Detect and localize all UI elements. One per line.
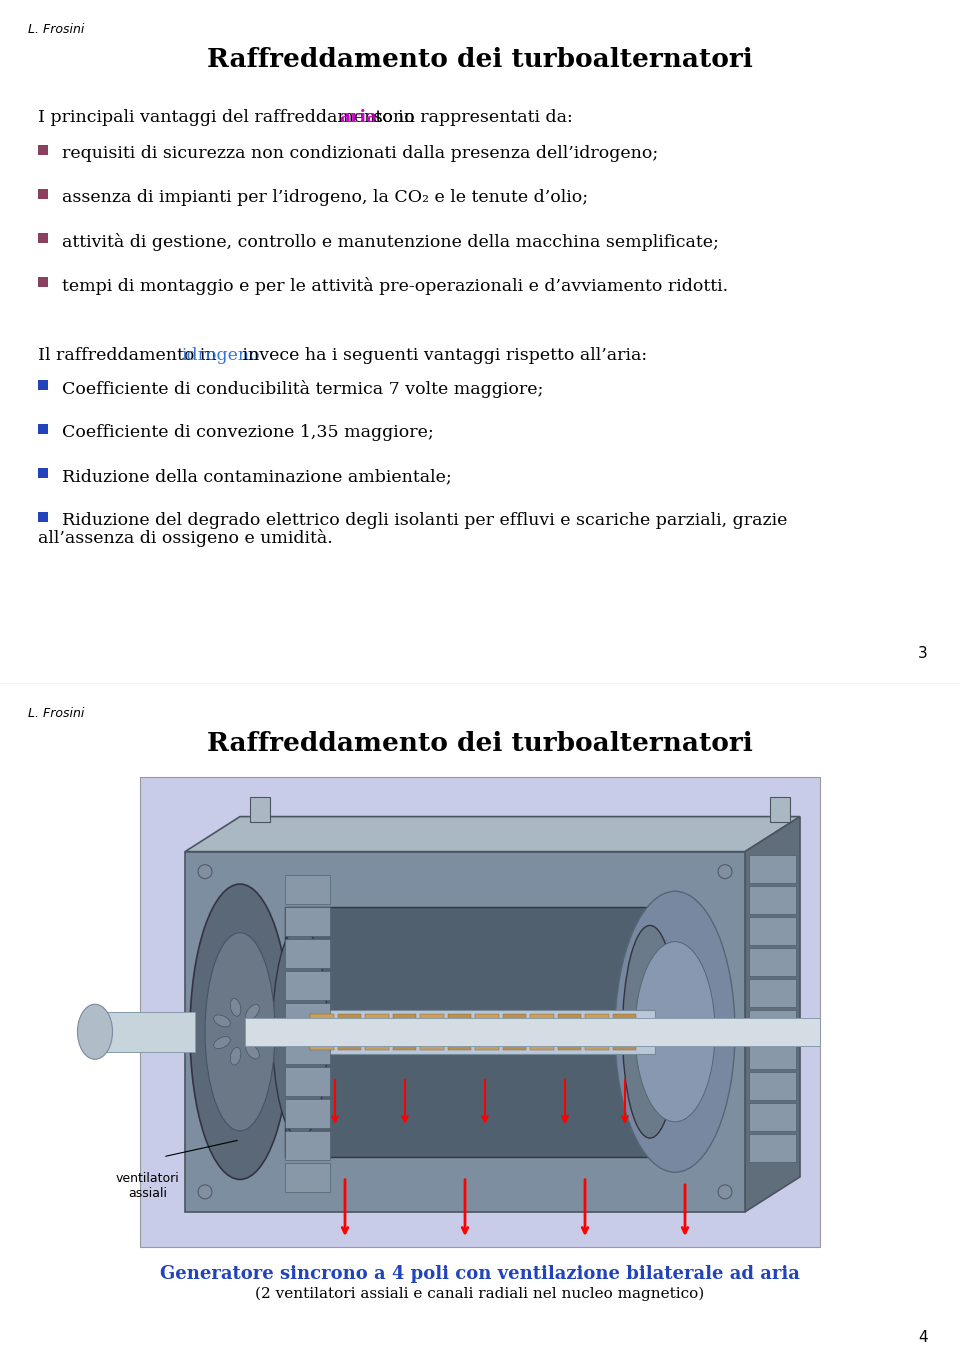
Text: all’assenza di ossigeno e umidità.: all’assenza di ossigeno e umidità. [38, 529, 333, 547]
Bar [285, 939, 330, 968]
FancyBboxPatch shape [38, 278, 48, 287]
Ellipse shape [78, 1005, 112, 1059]
Ellipse shape [213, 1036, 230, 1048]
Ellipse shape [246, 1043, 259, 1059]
Text: Generatore sincrono a 4 poli con ventilazione bilaterale ad aria: Generatore sincrono a 4 poli con ventila… [160, 1264, 800, 1282]
Bar [285, 875, 330, 904]
Bar [447, 1014, 471, 1050]
Text: L. Frosini: L. Frosini [28, 707, 84, 719]
Ellipse shape [246, 1005, 259, 1020]
Text: Coefficiente di convezione 1,35 maggiore;: Coefficiente di convezione 1,35 maggiore… [62, 424, 434, 442]
Bar [749, 886, 796, 913]
Bar [502, 1014, 526, 1050]
Text: requisiti di sicurezza non condizionati dalla presenza dell’idrogeno;: requisiti di sicurezza non condizionati … [62, 145, 659, 163]
Bar [749, 947, 796, 976]
Text: sono rappresentati da:: sono rappresentati da: [369, 109, 573, 126]
Bar [95, 1012, 195, 1051]
Text: assenza di impianti per l’idrogeno, la CO₂ e le tenute d’olio;: assenza di impianti per l’idrogeno, la C… [62, 189, 588, 206]
Bar [749, 1010, 796, 1038]
Bar [285, 1066, 330, 1096]
Bar [420, 1014, 444, 1050]
FancyBboxPatch shape [38, 469, 48, 478]
Bar [285, 1163, 330, 1192]
Bar [285, 906, 665, 1156]
Bar [285, 1099, 330, 1128]
Ellipse shape [213, 1014, 230, 1027]
FancyBboxPatch shape [38, 145, 48, 154]
Bar [585, 1014, 609, 1050]
FancyBboxPatch shape [38, 424, 48, 435]
Bar [310, 1014, 333, 1050]
Text: Il raffreddamento in: Il raffreddamento in [38, 347, 222, 364]
Ellipse shape [205, 932, 275, 1131]
Ellipse shape [635, 942, 715, 1122]
Ellipse shape [198, 1185, 212, 1199]
Ellipse shape [190, 884, 290, 1180]
Bar [612, 1014, 636, 1050]
Bar [285, 1003, 330, 1032]
Bar [285, 1035, 330, 1064]
Bar [185, 852, 745, 1213]
Ellipse shape [230, 1047, 241, 1065]
Bar [749, 979, 796, 1006]
Text: (2 ventilatori assiali e canali radiali nel nucleo magnetico): (2 ventilatori assiali e canali radiali … [255, 1286, 705, 1301]
Bar [250, 797, 270, 822]
Bar [285, 971, 330, 999]
Bar [530, 1014, 554, 1050]
Text: attività di gestione, controllo e manutenzione della macchina semplificate;: attività di gestione, controllo e manute… [62, 234, 719, 252]
Ellipse shape [622, 925, 678, 1139]
FancyBboxPatch shape [38, 380, 48, 391]
Bar [749, 1133, 796, 1162]
FancyBboxPatch shape [38, 234, 48, 243]
Text: ventilatori
assiali: ventilatori assiali [116, 1172, 180, 1200]
Bar [770, 797, 790, 822]
Ellipse shape [615, 891, 735, 1173]
Bar [749, 917, 796, 945]
Ellipse shape [251, 1027, 269, 1036]
Ellipse shape [230, 998, 241, 1016]
Ellipse shape [273, 925, 327, 1139]
Bar [749, 854, 796, 883]
Bar [140, 776, 820, 1247]
FancyBboxPatch shape [38, 189, 48, 200]
Bar [558, 1014, 581, 1050]
Text: L. Frosini: L. Frosini [28, 23, 84, 36]
Text: 3: 3 [919, 647, 928, 662]
Text: aria: aria [340, 109, 378, 126]
Bar [475, 1014, 498, 1050]
Ellipse shape [718, 1185, 732, 1199]
Bar [749, 1072, 796, 1100]
Text: I principali vantaggi del raffreddamento in: I principali vantaggi del raffreddamento… [38, 109, 420, 126]
Bar [338, 1014, 361, 1050]
Text: 4: 4 [919, 1330, 928, 1345]
Bar [749, 1103, 796, 1131]
Ellipse shape [198, 865, 212, 879]
Bar [749, 1040, 796, 1069]
Bar [295, 1010, 655, 1054]
Text: invece ha i seguenti vantaggi rispetto all’aria:: invece ha i seguenti vantaggi rispetto a… [237, 347, 647, 364]
Polygon shape [185, 816, 800, 852]
Bar [285, 906, 330, 935]
Polygon shape [745, 816, 800, 1213]
Text: Raffreddamento dei turboalternatori: Raffreddamento dei turboalternatori [207, 730, 753, 756]
Text: Riduzione del degrado elettrico degli isolanti per effluvi e scariche parziali, : Riduzione del degrado elettrico degli is… [62, 513, 787, 529]
Text: Riduzione della contaminazione ambientale;: Riduzione della contaminazione ambiental… [62, 469, 452, 485]
Text: Raffreddamento dei turboalternatori: Raffreddamento dei turboalternatori [207, 46, 753, 72]
Bar [365, 1014, 389, 1050]
Bar [285, 1131, 330, 1159]
Bar [245, 1018, 820, 1046]
Text: tempi di montaggio e per le attività pre-operazionali e d’avviamento ridotti.: tempi di montaggio e per le attività pre… [62, 278, 728, 295]
FancyBboxPatch shape [38, 513, 48, 522]
Text: idrogeno: idrogeno [181, 347, 260, 364]
Bar [393, 1014, 416, 1050]
Ellipse shape [718, 865, 732, 879]
Text: Coefficiente di conducibilità termica 7 volte maggiore;: Coefficiente di conducibilità termica 7 … [62, 380, 543, 398]
